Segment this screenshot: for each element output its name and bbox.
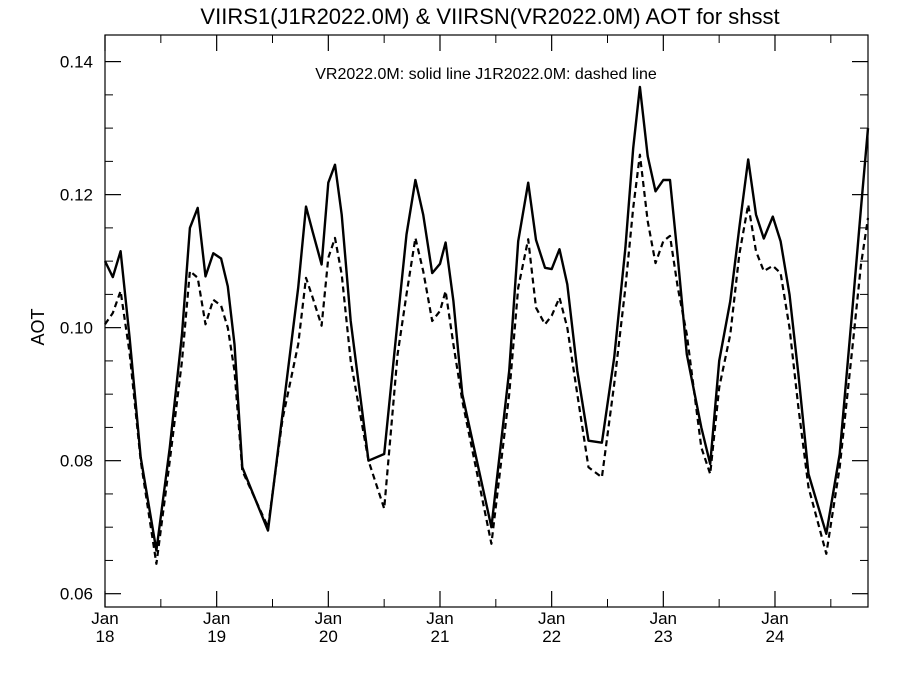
y-tick-label: 0.06 — [60, 585, 93, 604]
chart-title: VIIRS1(J1R2022.0M) & VIIRSN(VR2022.0M) A… — [200, 4, 779, 29]
y-tick-label: 0.10 — [60, 319, 93, 338]
y-tick-label: 0.14 — [60, 53, 93, 72]
x-tick-label-month: Jan — [91, 609, 118, 628]
x-tick-label-month: Jan — [650, 609, 677, 628]
x-tick-label-year: 22 — [542, 627, 561, 646]
series-line-j1r2022-0m — [104, 153, 870, 565]
x-tick-label-year: 21 — [431, 627, 450, 646]
x-tick-label-year: 18 — [96, 627, 115, 646]
line-style-legend: VR2022.0M: solid line J1R2022.0M: dashed… — [315, 66, 657, 83]
series-line-vr2022-0m — [103, 85, 870, 552]
x-tick-label-month: Jan — [426, 609, 453, 628]
y-tick-label: 0.08 — [60, 452, 93, 471]
series-lines — [103, 85, 870, 565]
x-tick-label-month: Jan — [761, 609, 788, 628]
x-tick-label-month: Jan — [538, 609, 565, 628]
x-tick-label-year: 24 — [766, 627, 785, 646]
x-tick-label-year: 20 — [319, 627, 338, 646]
y-axis: 0.06 0.08 0.10 0.12 0.14 — [60, 53, 868, 604]
x-tick-label-year: 19 — [207, 627, 226, 646]
y-axis-label: AOT — [28, 308, 48, 345]
x-tick-label-month: Jan — [315, 609, 342, 628]
x-tick-label-year: 23 — [654, 627, 673, 646]
y-tick-label: 0.12 — [60, 186, 93, 205]
x-tick-label-month: Jan — [203, 609, 230, 628]
plot-area-frame — [104, 34, 869, 608]
